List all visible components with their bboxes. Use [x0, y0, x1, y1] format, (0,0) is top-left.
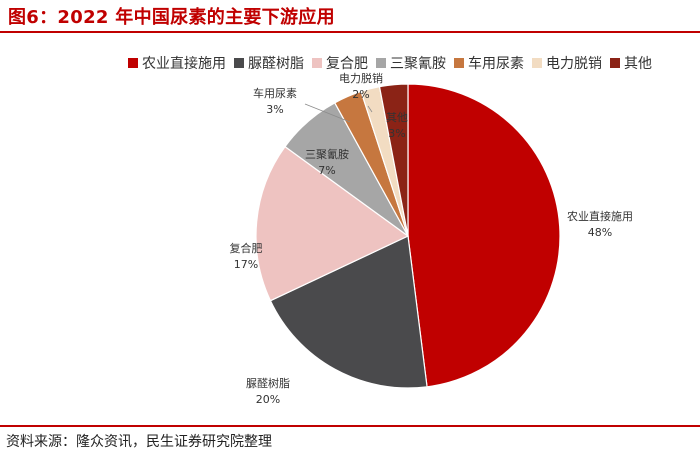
- legend-item: 其他: [610, 53, 652, 73]
- slice-value-label: 20%: [256, 393, 280, 406]
- legend-swatch: [532, 58, 542, 68]
- legend-label: 电力脱销: [546, 56, 602, 72]
- legend-label: 其他: [624, 56, 652, 72]
- slice-value-label: 3%: [266, 103, 283, 116]
- legend-swatch: [610, 58, 620, 68]
- footer-rule: [0, 425, 700, 427]
- legend-item: 复合肥: [312, 53, 368, 73]
- legend-item: 农业直接施用: [128, 53, 226, 73]
- leader-line: [367, 105, 373, 113]
- slice-category-label: 脲醛树脂: [246, 376, 290, 390]
- slice-category-label: 电力脱销: [339, 71, 383, 85]
- title-rule: [0, 31, 700, 33]
- legend-label: 农业直接施用: [142, 56, 226, 72]
- legend-swatch: [454, 58, 464, 68]
- legend-swatch: [128, 58, 138, 68]
- pie-slices: [255, 83, 561, 389]
- pie-slice: [269, 235, 428, 389]
- leader-lines: [304, 103, 373, 123]
- slice-value-label: 2%: [352, 88, 369, 101]
- legend-label: 脲醛树脂: [248, 56, 304, 72]
- legend-item: 车用尿素: [454, 53, 524, 73]
- slice-category-label: 其他: [386, 111, 408, 124]
- pie-slice: [255, 145, 410, 302]
- slice-category-label: 三聚氰胺: [305, 147, 349, 161]
- slice-category-label: 复合肥: [230, 241, 263, 255]
- slice-category-label: 农业直接施用: [567, 209, 633, 223]
- legend-label: 复合肥: [326, 56, 368, 72]
- chart-legend: 农业直接施用 脲醛树脂 复合肥 三聚氰胺 车用尿素 电力脱销 其他: [128, 53, 660, 73]
- chart-title: 图6：2022 年中国尿素的主要下游应用: [8, 7, 335, 28]
- slice-value-label: 3%: [388, 127, 405, 140]
- legend-label: 三聚氰胺: [390, 56, 446, 72]
- pie-slice: [407, 83, 561, 388]
- legend-swatch: [312, 58, 322, 68]
- slice-value-label: 17%: [234, 258, 258, 271]
- slice-value-label: 48%: [588, 226, 612, 239]
- legend-item: 脲醛树脂: [234, 53, 304, 73]
- slice-value-label: 7%: [318, 164, 335, 177]
- slice-category-label: 车用尿素: [253, 86, 297, 100]
- pie-slice: [378, 83, 409, 237]
- legend-item: 三聚氰胺: [376, 53, 446, 73]
- source-note: 资料来源：隆众资讯，民生证券研究院整理: [6, 434, 272, 450]
- slice-labels: 农业直接施用 48% 脲醛树脂 20% 复合肥 17% 三聚氰胺 7% 车用尿素 3% 电力脱销 2%…: [230, 71, 634, 406]
- legend-label: 车用尿素: [468, 56, 524, 72]
- legend-item: 电力脱销: [532, 53, 602, 73]
- leader-line: [304, 103, 351, 123]
- legend-swatch: [376, 58, 386, 68]
- legend-swatch: [234, 58, 244, 68]
